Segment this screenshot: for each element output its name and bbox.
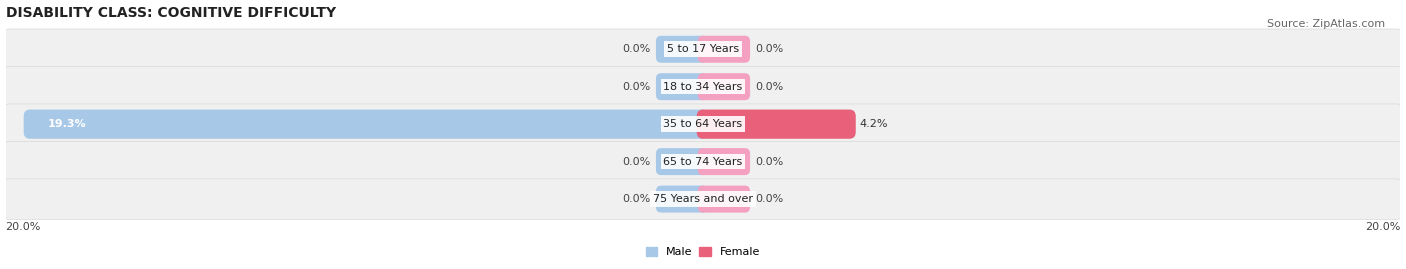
Text: 0.0%: 0.0% bbox=[755, 44, 783, 54]
FancyBboxPatch shape bbox=[697, 73, 749, 100]
FancyBboxPatch shape bbox=[657, 36, 709, 63]
Text: 0.0%: 0.0% bbox=[623, 44, 651, 54]
FancyBboxPatch shape bbox=[697, 109, 856, 139]
FancyBboxPatch shape bbox=[4, 179, 1402, 219]
Text: Source: ZipAtlas.com: Source: ZipAtlas.com bbox=[1267, 19, 1385, 29]
FancyBboxPatch shape bbox=[697, 148, 749, 175]
FancyBboxPatch shape bbox=[4, 104, 1402, 144]
Text: 0.0%: 0.0% bbox=[755, 194, 783, 204]
Text: DISABILITY CLASS: COGNITIVE DIFFICULTY: DISABILITY CLASS: COGNITIVE DIFFICULTY bbox=[6, 6, 336, 20]
Text: 5 to 17 Years: 5 to 17 Years bbox=[666, 44, 740, 54]
FancyBboxPatch shape bbox=[24, 109, 709, 139]
Text: 19.3%: 19.3% bbox=[48, 119, 86, 129]
Text: 0.0%: 0.0% bbox=[623, 157, 651, 167]
FancyBboxPatch shape bbox=[657, 148, 709, 175]
Text: 0.0%: 0.0% bbox=[623, 82, 651, 92]
Text: 0.0%: 0.0% bbox=[755, 82, 783, 92]
Legend: Male, Female: Male, Female bbox=[641, 242, 765, 261]
Text: 0.0%: 0.0% bbox=[755, 157, 783, 167]
FancyBboxPatch shape bbox=[657, 73, 709, 100]
FancyBboxPatch shape bbox=[4, 141, 1402, 182]
Text: 65 to 74 Years: 65 to 74 Years bbox=[664, 157, 742, 167]
FancyBboxPatch shape bbox=[657, 186, 709, 213]
Text: 75 Years and over: 75 Years and over bbox=[652, 194, 754, 204]
FancyBboxPatch shape bbox=[697, 186, 749, 213]
Text: 20.0%: 20.0% bbox=[1365, 222, 1400, 232]
Text: 18 to 34 Years: 18 to 34 Years bbox=[664, 82, 742, 92]
Text: 20.0%: 20.0% bbox=[6, 222, 41, 232]
FancyBboxPatch shape bbox=[4, 29, 1402, 69]
FancyBboxPatch shape bbox=[697, 36, 749, 63]
Text: 35 to 64 Years: 35 to 64 Years bbox=[664, 119, 742, 129]
Text: 0.0%: 0.0% bbox=[623, 194, 651, 204]
Text: 4.2%: 4.2% bbox=[860, 119, 889, 129]
FancyBboxPatch shape bbox=[4, 66, 1402, 107]
